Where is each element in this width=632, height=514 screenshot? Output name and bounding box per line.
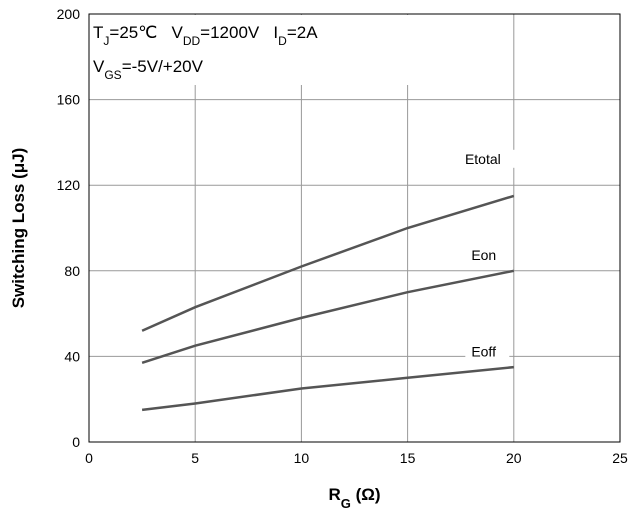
y-tick-label: 200 — [57, 6, 81, 22]
text-run: =-5V/+20V — [122, 57, 204, 76]
series-label-background — [465, 246, 502, 265]
series-label-eon: Eon — [471, 247, 496, 263]
series-line-eon — [141, 269, 515, 365]
series-lines — [141, 194, 515, 412]
subscript: DD — [183, 34, 201, 48]
subscript: D — [278, 34, 287, 48]
grid — [89, 14, 620, 442]
series-label-eoff: Eoff — [471, 343, 496, 359]
series-label-background — [465, 342, 510, 361]
conditions-line-2: VGS=-5V/+20V — [93, 57, 204, 82]
text-run: T — [93, 23, 103, 42]
x-tick-label: 10 — [294, 450, 310, 466]
y-tick-label: 0 — [72, 434, 80, 450]
text-run: =25℃ V — [109, 23, 183, 42]
x-axis-label-main: R — [328, 485, 340, 504]
y-axis-label: Switching Loss (μJ) — [9, 148, 28, 309]
y-tick-label: 120 — [57, 177, 81, 193]
x-tick-label: 25 — [612, 450, 628, 466]
x-axis-label-unit: (Ω) — [351, 485, 381, 504]
x-tick-label: 15 — [400, 450, 416, 466]
text-run: =2A — [287, 23, 318, 42]
conditions-line-1: TJ=25℃ VDD=1200V ID=2A — [93, 23, 318, 48]
x-tick-label: 0 — [85, 450, 93, 466]
x-axis-label: RG (Ω) — [328, 485, 380, 511]
series-label-etotal: Etotal — [465, 151, 501, 167]
y-tick-label: 40 — [64, 348, 80, 364]
series-labels: Etotal Eon Eoff — [458, 149, 519, 361]
conditions-box: TJ=25℃ VDD=1200V ID=2A VGS=-5V/+20V — [90, 15, 410, 85]
conditions-background — [90, 15, 410, 85]
x-axis-label-subscript: G — [341, 496, 351, 511]
text-run: V — [93, 57, 105, 76]
x-tick-label: 20 — [506, 450, 522, 466]
series-line-etotal — [141, 194, 515, 332]
x-tick-label: 5 — [191, 450, 199, 466]
text-run: =1200V I — [200, 23, 278, 42]
subscript: GS — [104, 68, 121, 82]
subscript: J — [103, 34, 109, 48]
series-label-background — [458, 149, 519, 168]
x-tick-labels: 0 5 10 15 20 25 — [85, 450, 628, 466]
series-line-eoff — [141, 365, 514, 412]
y-tick-label: 160 — [57, 92, 81, 108]
plot-frame — [88, 13, 621, 443]
y-tick-label: 80 — [64, 263, 80, 279]
y-tick-labels: 0 40 80 120 160 200 — [57, 6, 81, 450]
